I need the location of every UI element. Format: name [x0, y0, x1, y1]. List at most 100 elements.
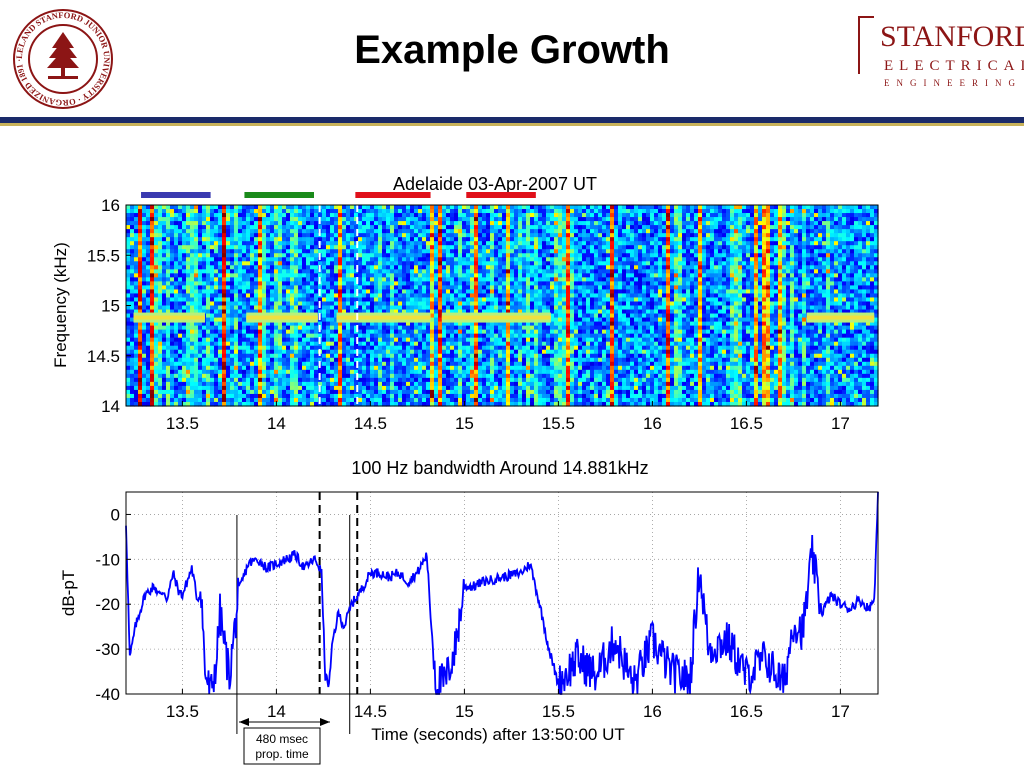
spectrogram-cell — [242, 217, 247, 222]
spectrogram-cell — [402, 233, 407, 238]
spectrogram-cell — [254, 305, 259, 311]
spectrogram-cell — [158, 281, 163, 286]
spectrogram-cell — [322, 369, 327, 375]
spectrogram-cell — [374, 401, 379, 407]
spectrogram-cell — [418, 257, 423, 262]
spectrogram-cell — [522, 265, 527, 270]
spectrogram-cell — [158, 401, 163, 407]
spectrogram-cell — [326, 313, 331, 319]
spectrogram-cell — [146, 273, 151, 278]
spectrogram-cell — [510, 209, 515, 214]
spectrogram-cell — [142, 269, 147, 274]
spectrogram-cell — [366, 381, 371, 387]
spectrogram-cell — [382, 325, 387, 331]
spectrogram-cell — [390, 349, 395, 355]
spectrogram-cell — [198, 385, 203, 391]
spectrogram-cell — [366, 385, 371, 391]
spectrogram-cell — [158, 225, 163, 230]
spectrogram-cell — [450, 333, 455, 339]
spectrogram-cell — [294, 381, 299, 387]
spectrogram-cell — [130, 253, 135, 258]
spectrogram-cell — [386, 381, 391, 387]
spectrogram-cell — [314, 301, 319, 307]
spectrogram-cell — [182, 245, 187, 250]
spectrogram-cell — [222, 321, 227, 327]
spectrogram-cell — [306, 393, 311, 399]
spectrogram-cell — [350, 269, 355, 274]
spectrogram-cell — [306, 309, 311, 315]
spectrogram-cell — [438, 329, 443, 335]
spectrogram-cell — [522, 213, 527, 218]
spectrogram-cell — [406, 237, 411, 242]
spectrogram-cell — [422, 205, 427, 210]
spectrogram-cell — [182, 353, 187, 359]
spectrogram-cell — [486, 333, 491, 339]
spectrogram-cell — [214, 217, 219, 222]
spectrogram-cell — [354, 297, 359, 303]
spectrogram-cell — [498, 225, 503, 230]
spectrogram-cell — [398, 321, 403, 327]
spectrogram-cell — [250, 365, 255, 371]
spectrogram-cell — [478, 397, 483, 403]
spectrogram-cell — [202, 377, 207, 383]
spectrogram-cell — [382, 265, 387, 270]
spectrogram-cell — [494, 401, 499, 407]
spectrogram-cell — [226, 229, 231, 234]
spectrogram-cell — [218, 361, 223, 367]
spectrogram-cell — [130, 353, 135, 359]
spectrogram-cell — [474, 329, 479, 335]
spectrogram-cell — [378, 281, 383, 286]
spectrogram-cell — [214, 233, 219, 238]
spectrogram-cell — [430, 321, 435, 327]
spectrogram-cell — [266, 229, 271, 234]
spectrogram-cell — [194, 217, 199, 222]
spectrogram-cell — [126, 357, 131, 363]
spectrogram-cell — [278, 297, 283, 303]
spectrogram-cell — [194, 393, 199, 399]
spectrogram-cell — [338, 297, 343, 303]
spectrogram-cell — [446, 337, 451, 343]
spectrogram-cell — [230, 357, 235, 363]
spectrogram-cell — [242, 221, 247, 226]
spectrogram-cell — [446, 333, 451, 339]
spectrogram-cell — [238, 237, 243, 242]
spectrogram-cell — [238, 381, 243, 387]
spectrogram-cell — [202, 305, 207, 311]
spectrogram-cell — [522, 289, 527, 295]
spectrogram-cell — [198, 321, 203, 327]
spectrogram-cell — [510, 401, 515, 407]
spectrogram-cell — [406, 241, 411, 246]
spectrogram-cell — [338, 257, 343, 262]
spectrogram-cell — [162, 205, 167, 210]
spectrogram-cell — [262, 229, 267, 234]
spectrogram-cell — [434, 397, 439, 403]
spectrogram-cell — [474, 253, 479, 258]
spectrogram-cell — [302, 229, 307, 234]
spectrogram-cell — [494, 377, 499, 383]
spectrogram-cell — [266, 365, 271, 371]
spectrogram-cell — [226, 329, 231, 335]
spectrogram-cell — [342, 333, 347, 339]
spectrogram-cell — [378, 213, 383, 218]
spectrogram-cell — [422, 389, 427, 395]
spectrogram-cell — [486, 229, 491, 234]
spectrogram-cell — [430, 297, 435, 303]
spectrogram-cell — [226, 345, 231, 351]
spectrogram-cell — [286, 373, 291, 379]
spectrogram-cell — [354, 357, 359, 363]
spectrogram-cell — [358, 221, 363, 226]
spectrogram-cell — [250, 389, 255, 395]
spectrogram-cell — [398, 345, 403, 351]
spectrogram-cell — [358, 341, 363, 347]
spectrogram-cell — [298, 221, 303, 226]
spectrogram-cell — [322, 241, 327, 246]
spectrogram-cell — [510, 341, 515, 347]
spectrogram-cell — [206, 261, 211, 266]
spectrogram-cell — [326, 297, 331, 303]
spectrogram-cell — [350, 345, 355, 351]
spectrogram-cell — [222, 361, 227, 367]
spectrogram-cell — [358, 373, 363, 379]
spectrogram-cell — [274, 301, 279, 307]
spectrogram-cell — [450, 237, 455, 242]
spectrogram-cell — [194, 229, 199, 234]
